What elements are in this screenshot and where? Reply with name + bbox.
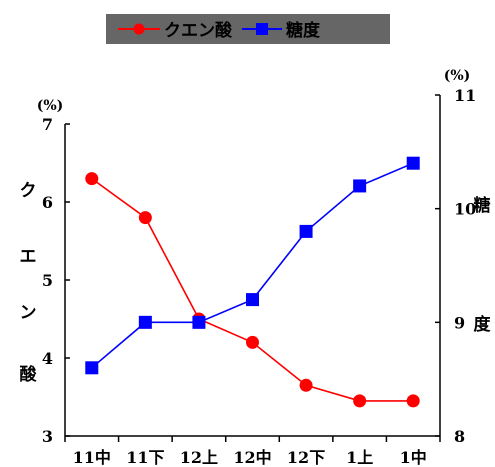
x-axis-ticks: 11中 11下 12上 12中 12下 1上 1中	[64, 436, 441, 467]
left-tick-label: 5	[42, 271, 53, 290]
series-0-point	[85, 172, 99, 186]
x-tick-label: 1中	[400, 448, 427, 467]
series-1-point	[299, 224, 313, 238]
left-tick-label: 7	[42, 115, 53, 134]
left-axis-unit: (%)	[37, 98, 64, 114]
x-tick-label: 12中	[233, 448, 271, 467]
legend-marker-sugar	[256, 23, 268, 35]
series-1-point	[406, 156, 420, 170]
series-1-point	[192, 315, 206, 329]
left-tick-label: 4	[42, 349, 53, 368]
left-tick-label: 3	[42, 427, 53, 446]
left-axis-label-char-1: ク	[20, 181, 37, 201]
right-axis-unit: (%)	[444, 68, 471, 84]
right-axis-label-char-1: 糖	[474, 195, 491, 216]
legend-label-sugar: 糖度	[286, 20, 321, 41]
legend: クエン酸 糖度	[106, 14, 390, 44]
right-axis-ticks: 8 9 10 11	[435, 86, 476, 446]
series-layer	[85, 156, 420, 408]
left-axis-label-char-3: ン	[20, 303, 37, 323]
x-tick-label: 12上	[180, 448, 218, 467]
series-0-point	[246, 335, 259, 349]
left-axis-ticks: 3 4 5 6 7	[42, 115, 70, 446]
left-axis-label-char-4: 酸	[20, 364, 38, 385]
series-0-point	[406, 394, 420, 408]
series-1-point	[138, 315, 152, 329]
right-axis-label-char-2: 度	[474, 314, 492, 335]
series-1-point	[353, 179, 367, 193]
left-tick-label: 6	[42, 193, 53, 212]
x-tick-label: 11中	[73, 448, 111, 467]
series-0-point	[299, 378, 313, 392]
right-tick-label: 10	[454, 200, 476, 219]
left-axis-label-char-2: エ	[20, 247, 37, 267]
series-1-point	[246, 293, 259, 307]
series-0-point	[353, 394, 367, 408]
legend-marker-citric-acid	[133, 23, 145, 35]
right-tick-label: 11	[454, 86, 476, 105]
right-tick-label: 9	[454, 313, 465, 332]
legend-label-citric-acid: クエン酸	[164, 20, 233, 41]
series-0-point	[138, 211, 152, 225]
series-line-0	[91, 177, 414, 402]
x-tick-label: 11下	[126, 448, 164, 467]
series-1-point	[85, 361, 99, 375]
x-tick-label: 1上	[346, 448, 373, 467]
x-tick-label: 12下	[287, 448, 325, 467]
right-tick-label: 8	[454, 427, 465, 446]
